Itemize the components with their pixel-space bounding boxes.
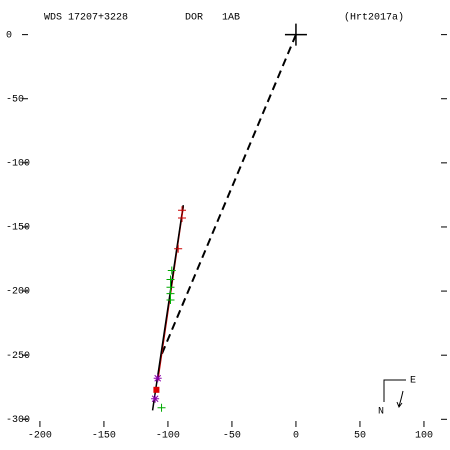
compass-axes [383,379,406,402]
x-tick-label: -50 [223,431,241,442]
point [153,374,162,383]
discoverer: DOR [185,13,203,24]
point [178,206,187,215]
y-tick-label: -250 [6,351,30,362]
point [166,275,175,284]
solid-line [151,205,185,411]
point [284,23,307,46]
x-tick-label: 50 [354,431,366,442]
compass: E N [378,376,416,418]
y-tick-label: -100 [6,158,30,169]
x-tick-label: 0 [293,431,299,442]
y-tick-label: 0 [6,30,12,41]
point [151,394,160,403]
y-tick-label: -50 [6,94,24,105]
dashed-line [159,34,297,359]
x-tick-label: -100 [156,431,180,442]
y-tick-label: -300 [6,415,30,426]
chart-title: WDS 17207+3228 [44,13,128,24]
x-tick-label: -200 [28,431,52,442]
compass-arrow [396,390,404,409]
y-tick-label: -150 [6,223,30,234]
point [153,386,160,393]
point [167,266,176,275]
point [174,244,183,253]
components: 1AB [222,13,240,24]
y-tick-label: -200 [6,287,30,298]
reference: (Hrt2017a) [344,12,404,24]
compass-north: N [378,407,384,418]
point [157,403,166,412]
point [166,296,175,305]
x-tick-label: 100 [415,431,433,442]
compass-east: E [410,376,416,387]
x-tick-label: -150 [92,431,116,442]
point [178,213,187,222]
